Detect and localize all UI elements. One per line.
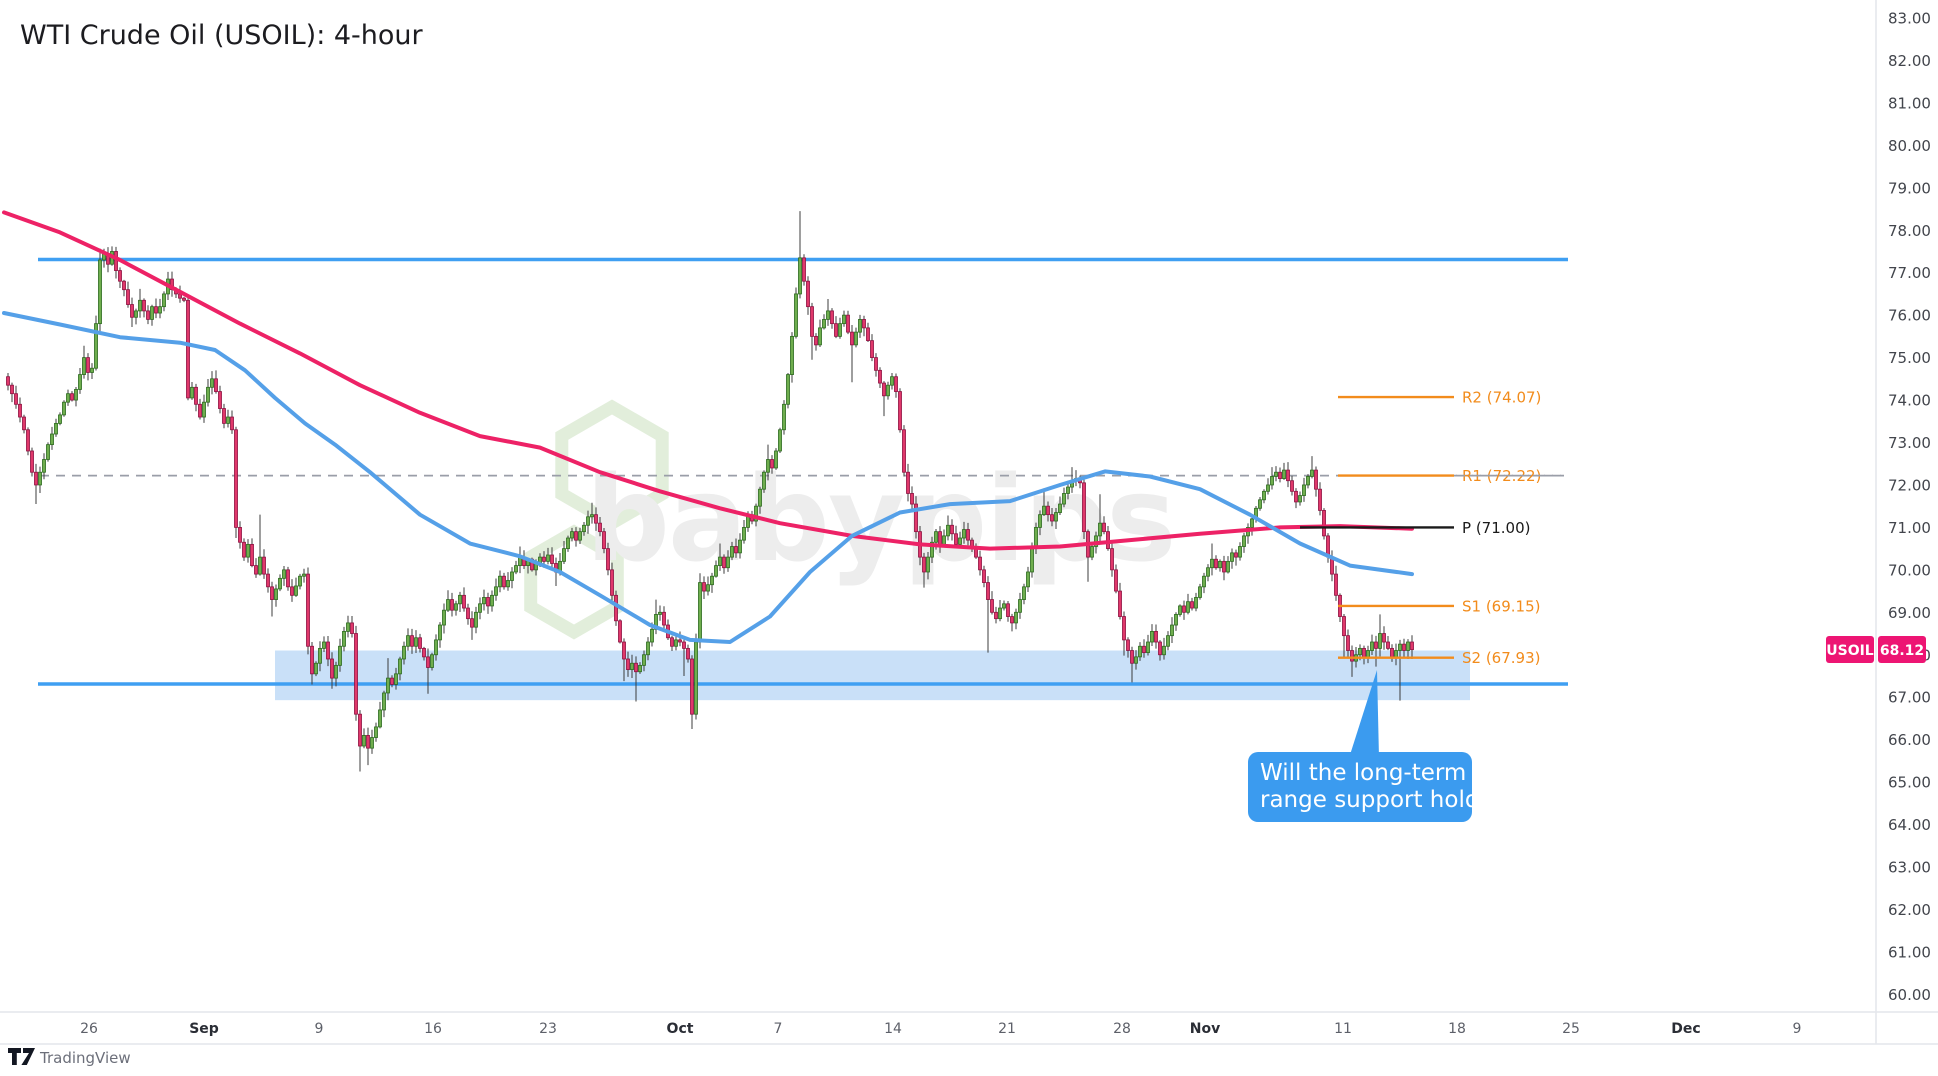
price-tag-symbol-box: [1826, 636, 1874, 663]
callout-tail: [1349, 670, 1379, 758]
time-axis-label: Sep: [189, 1021, 219, 1037]
callout-box: [1248, 752, 1472, 822]
time-axis-label: 25: [1562, 1021, 1580, 1037]
ma-blue-line: [2, 311, 1414, 644]
price-axis-label: 83.00: [1888, 10, 1931, 28]
time-axis-label: 28: [1113, 1021, 1131, 1037]
pivot-label: S1 (69.15): [1462, 597, 1540, 615]
watermark-text: babypips: [585, 450, 1174, 588]
price-axis-label: 75.00: [1888, 349, 1931, 367]
time-axis-label: 26: [80, 1021, 98, 1037]
price-axis-label: 63.00: [1888, 859, 1931, 877]
price-axis-label: 72.00: [1888, 476, 1931, 494]
price-tag-value: 68.12: [1880, 643, 1924, 659]
time-axis-label: 21: [998, 1021, 1016, 1037]
last-price-tag: USOIL 68.12: [1826, 636, 1926, 663]
pivot-label: P (71.00): [1462, 519, 1530, 537]
price-axis-label: 69.00: [1888, 604, 1931, 622]
tradingview-logo-icon: [8, 1048, 21, 1065]
time-axis-label: 23: [539, 1021, 557, 1037]
price-axis-label: 60.00: [1888, 986, 1931, 1004]
time-axis-label: Nov: [1190, 1021, 1220, 1037]
time-axis-label: 11: [1334, 1021, 1352, 1037]
price-axis-label: 82.00: [1888, 52, 1931, 70]
price-tag-symbol: USOIL: [1826, 643, 1874, 659]
support-zone-rect[interactable]: [275, 650, 1470, 701]
tradingview-logo[interactable]: TradingView: [8, 1048, 131, 1067]
time-axis-label: 7: [774, 1021, 783, 1037]
callout-annotation[interactable]: Will the long-term range support hold?: [1248, 670, 1492, 822]
time-axis-label: 18: [1448, 1021, 1466, 1037]
price-axis-label: 80.00: [1888, 137, 1931, 155]
price-axis[interactable]: 83.00 82.00 81.00 80.00 79.00 78.00 77.00 76.00…: [1875, 0, 1931, 1044]
watermark: babypips: [524, 399, 1177, 640]
pivot-label: R1 (72.22): [1462, 467, 1541, 485]
price-axis-label: 64.00: [1888, 816, 1931, 834]
price-axis-label: 62.00: [1888, 901, 1931, 919]
time-axis[interactable]: 26 Sep 9 16 23 Oct 7 14 21 28 Nov 11 18 25 Dec 9: [0, 1011, 1938, 1045]
price-axis-label: 73.00: [1888, 434, 1931, 452]
price-axis-label: 78.00: [1888, 222, 1931, 240]
tradingview-logo-text: TradingView: [39, 1049, 131, 1067]
price-axis-label: 65.00: [1888, 774, 1931, 792]
price-axis-label: 77.00: [1888, 264, 1931, 282]
price-axis-label: 67.00: [1888, 689, 1931, 707]
price-axis-label: 79.00: [1888, 179, 1931, 197]
candlestick-series: [6, 211, 1414, 772]
time-axis-label: 9: [315, 1021, 324, 1037]
time-axis-label: Oct: [667, 1021, 694, 1037]
pivot-levels: R2 (74.07) R1 (72.22) P (71.00) S1 (69.15) S…: [1300, 389, 1564, 667]
price-axis-label: 74.00: [1888, 392, 1931, 410]
price-axis-label: 61.00: [1888, 943, 1931, 961]
time-axis-label: 16: [424, 1021, 442, 1037]
time-axis-label: 9: [1793, 1021, 1802, 1037]
tradingview-logo-icon-7: [21, 1048, 35, 1065]
callout-text-line2: range support hold?: [1260, 787, 1492, 813]
price-axis-label: 76.00: [1888, 307, 1931, 325]
pivot-label: R2 (74.07): [1462, 389, 1541, 407]
time-axis-label: Dec: [1671, 1021, 1700, 1037]
price-axis-label: 70.00: [1888, 561, 1931, 579]
price-axis-label: 81.00: [1888, 94, 1931, 112]
pivot-label: S2 (67.93): [1462, 649, 1540, 667]
time-axis-label: 14: [884, 1021, 902, 1037]
ma-pink-line: [2, 210, 1414, 551]
price-tag-value-box: [1878, 636, 1926, 663]
price-axis-label: 71.00: [1888, 519, 1931, 537]
support-zone-band[interactable]: [275, 650, 1470, 701]
price-axis-label: 66.00: [1888, 731, 1931, 749]
page-title: WTI Crude Oil (USOIL): 4-hour: [20, 20, 424, 51]
callout-text-line1: Will the long-term: [1260, 760, 1466, 786]
